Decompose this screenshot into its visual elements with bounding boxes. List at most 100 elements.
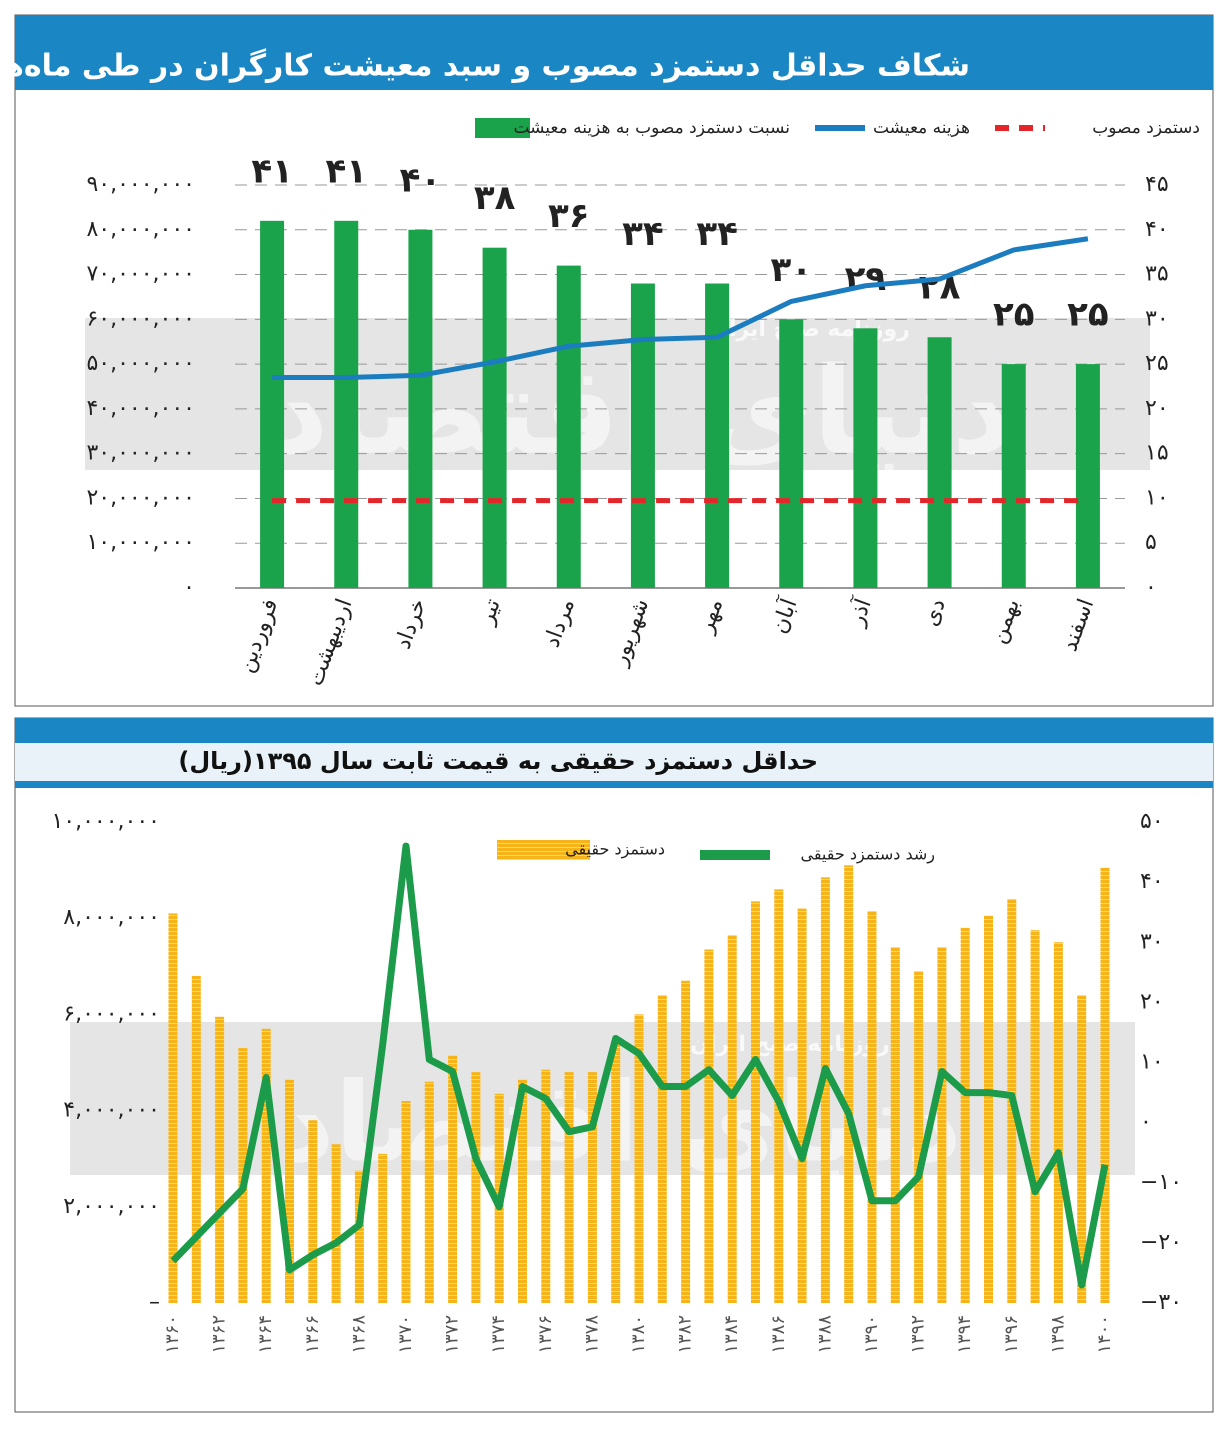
bar xyxy=(705,283,730,588)
value-label: ۲۵ xyxy=(993,295,1035,335)
y2-tick-label: ۴۰ xyxy=(1145,217,1169,242)
value-label: ۴۰ xyxy=(400,160,442,200)
x-tick-label: ۱۳۸۲ xyxy=(675,1315,696,1354)
bar xyxy=(779,319,804,588)
bar xyxy=(261,1028,271,1303)
y-tick-label: ۱۰,۰۰۰,۰۰۰ xyxy=(86,530,195,555)
bar xyxy=(308,1120,318,1303)
bar xyxy=(867,910,877,1303)
value-label: ۳۴ xyxy=(622,214,664,254)
x-tick-label: ۱۳۶۰ xyxy=(162,1315,183,1354)
x-tick-label: ۱۳۷۸ xyxy=(581,1315,602,1354)
bar xyxy=(191,975,201,1303)
bar xyxy=(556,265,581,588)
title-strip xyxy=(15,743,1213,781)
y-tick-label: – xyxy=(149,1290,160,1315)
y-tick-label: ۹۰,۰۰۰,۰۰۰ xyxy=(86,172,195,197)
x-tick-label: ۱۳۶۴ xyxy=(255,1315,276,1354)
value-label: ۳۸ xyxy=(474,178,516,218)
bar xyxy=(471,1072,481,1303)
line xyxy=(170,842,1109,1289)
y2-tick-label: ۳۰ xyxy=(1140,929,1164,954)
bar xyxy=(564,1072,574,1303)
y-tick-label: ۴,۰۰۰,۰۰۰ xyxy=(63,1098,160,1123)
bar xyxy=(984,915,993,1303)
bar xyxy=(853,328,878,588)
value-label: ۴۱ xyxy=(325,151,367,191)
y-tick-label: ۶,۰۰۰,۰۰۰ xyxy=(63,1001,160,1026)
bar xyxy=(1077,995,1087,1303)
bar xyxy=(448,1055,458,1303)
x-tick-label: ۱۳۶۲ xyxy=(209,1315,230,1354)
y2-tick-label: ۴۰ xyxy=(1140,869,1164,894)
y2-tick-label: ۲۰ xyxy=(1140,989,1164,1014)
y-tick-label: ۶۰,۰۰۰,۰۰۰ xyxy=(86,306,195,331)
x-tick-label: ۱۳۸۶ xyxy=(768,1315,789,1354)
y2-tick-label: ۳۰ xyxy=(1145,306,1169,331)
bar xyxy=(820,877,830,1303)
chart-title: شکاف حداقل دستمزد مصوب و سبد معیشت کارگر… xyxy=(0,48,970,84)
x-tick-label: ۱۳۹۰ xyxy=(861,1315,882,1354)
y-tick-label: ۴۰,۰۰۰,۰۰۰ xyxy=(86,396,195,421)
y2-tick-label: ۵۰ xyxy=(1140,809,1164,834)
bar xyxy=(634,1014,644,1303)
x-tick-label: ۱۳۸۰ xyxy=(628,1315,649,1354)
x-tick-label: ۱۳۹۴ xyxy=(954,1315,975,1354)
bar xyxy=(1100,867,1110,1303)
bar xyxy=(587,1072,597,1303)
bar xyxy=(611,1040,621,1303)
y-tick-label: ۸۰,۰۰۰,۰۰۰ xyxy=(86,217,195,242)
watermark-sub: روزنامه صبح ایران xyxy=(690,1032,890,1057)
watermark-sub: روزنامه صبح ایران xyxy=(710,317,910,342)
y2-tick-label: ۱۵ xyxy=(1145,441,1169,466)
bar xyxy=(378,1153,388,1303)
legend-label: رشد دستمزد حقیقی xyxy=(800,845,935,865)
bar xyxy=(927,337,952,588)
bar xyxy=(260,220,285,589)
bar xyxy=(937,947,947,1303)
y2-tick-label: −۳۰ xyxy=(1140,1290,1182,1315)
y2-tick-label: ۱۰ xyxy=(1145,485,1169,510)
x-tick-label: ۱۳۶۸ xyxy=(348,1315,369,1354)
x-tick-label: ۱۳۹۸ xyxy=(1047,1315,1068,1354)
value-label: ۴۱ xyxy=(251,151,293,191)
bar xyxy=(401,1100,411,1303)
legend-label: دستمزد حقیقی xyxy=(565,840,665,860)
bar xyxy=(681,980,691,1303)
line xyxy=(272,236,1089,381)
x-tick-label: ۱۳۷۴ xyxy=(488,1315,509,1354)
x-tick-label: ۱۳۹۲ xyxy=(908,1315,929,1354)
x-tick-label: ۱۳۶۶ xyxy=(302,1315,323,1354)
x-tick-label: ۱۳۷۶ xyxy=(535,1315,556,1354)
bar xyxy=(630,283,655,588)
y-tick-label: ۷۰,۰۰۰,۰۰۰ xyxy=(86,262,195,287)
value-label: ۲۹ xyxy=(845,259,887,299)
y-tick-label: ۳۰,۰۰۰,۰۰۰ xyxy=(86,441,195,466)
y-tick-label: ۵۰,۰۰۰,۰۰۰ xyxy=(86,351,195,376)
bar xyxy=(285,1079,294,1303)
panel-header xyxy=(15,15,1213,90)
y2-tick-label: −۱۰ xyxy=(1140,1170,1182,1195)
x-tick-label: ۱۳۸۴ xyxy=(721,1315,742,1354)
chart-title: حداقل دستمزد حقیقی به قیمت ثابت سال ۱۳۹۵… xyxy=(178,747,818,775)
bar xyxy=(751,901,760,1303)
legend-label: دستمزد مصوب xyxy=(1092,118,1200,138)
y2-tick-label: ۱۰ xyxy=(1140,1050,1164,1075)
y2-tick-label: ۲۵ xyxy=(1145,351,1169,376)
bar xyxy=(797,908,807,1303)
y2-tick-label: ۳۵ xyxy=(1145,262,1169,287)
y2-tick-label: ۰ xyxy=(1145,575,1157,600)
value-label: ۳۰ xyxy=(770,250,812,290)
y-tick-label: ۸,۰۰۰,۰۰۰ xyxy=(63,905,160,930)
bar xyxy=(541,1069,551,1303)
legend-swatch xyxy=(497,840,590,860)
bar xyxy=(168,913,178,1303)
bar xyxy=(482,247,507,588)
y2-tick-label: ۵ xyxy=(1145,530,1157,555)
value-label: ۲۵ xyxy=(1067,295,1109,335)
legend-label: نسبت دستمزد مصوب به هزینه معیشت xyxy=(513,118,790,138)
bar xyxy=(1030,930,1040,1303)
bar xyxy=(1001,364,1026,588)
y-tick-label: ۲,۰۰۰,۰۰۰ xyxy=(63,1194,160,1219)
